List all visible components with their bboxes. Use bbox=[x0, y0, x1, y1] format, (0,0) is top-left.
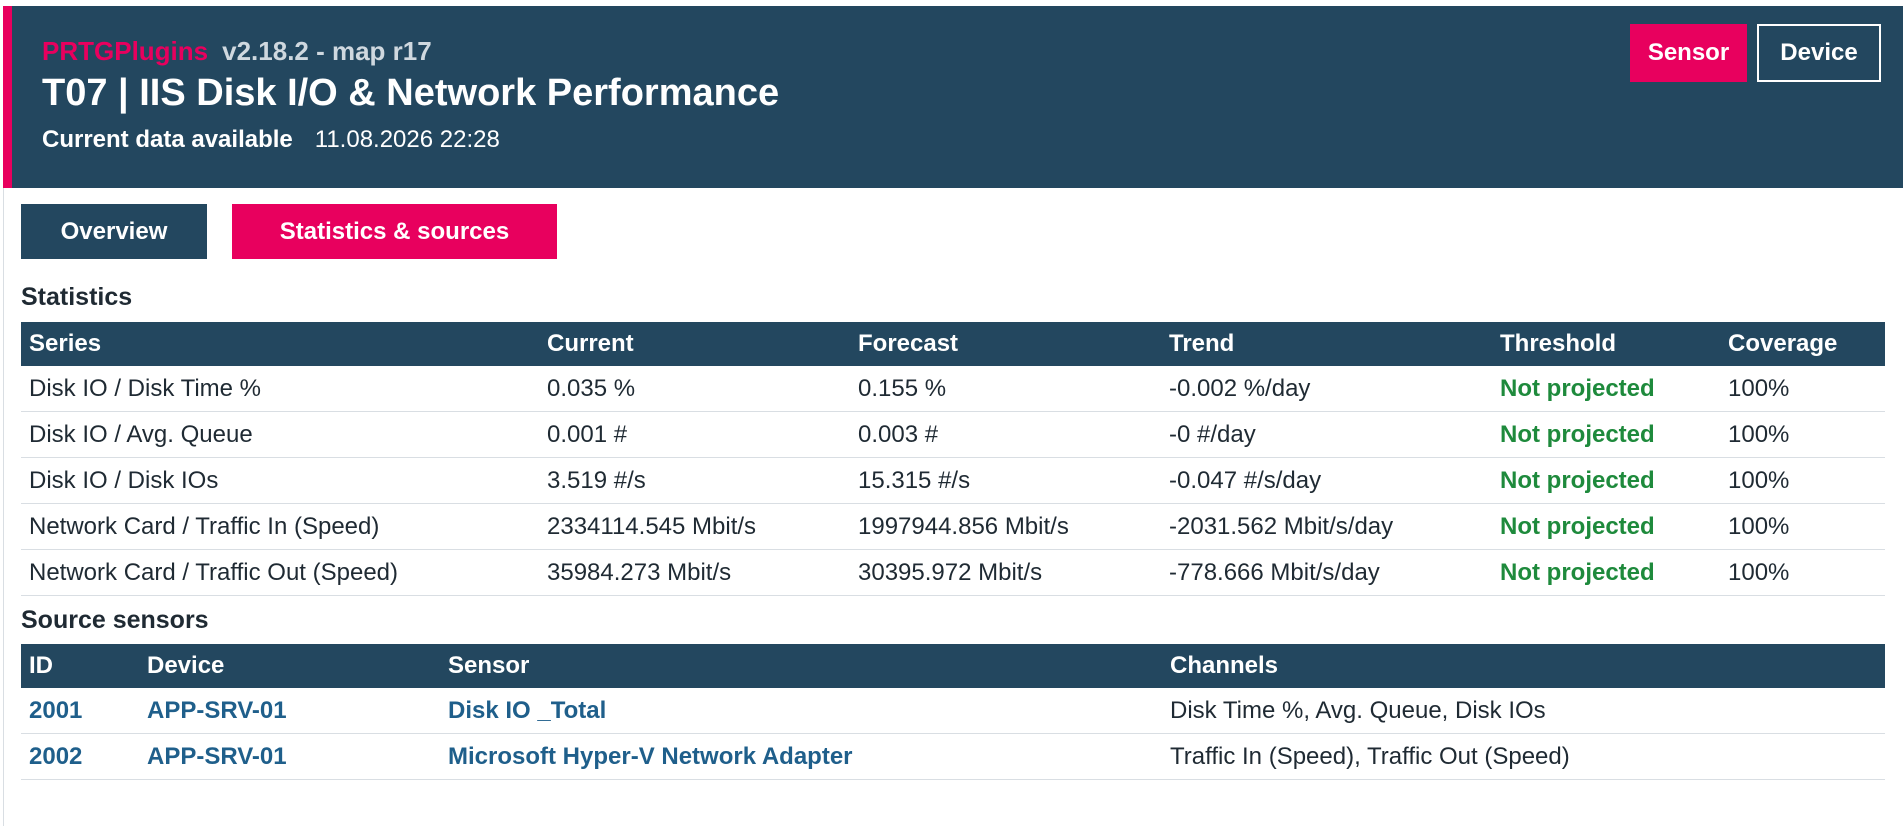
source-sensors-table: ID Device Sensor Channels 2001 APP-SRV-0… bbox=[21, 644, 1885, 780]
col-sensor: Sensor bbox=[440, 644, 1162, 688]
table-row: Network Card / Traffic Out (Speed) 35984… bbox=[21, 549, 1885, 596]
series-cell: Disk IO / Disk IOs bbox=[21, 457, 539, 504]
statistics-table: Series Current Forecast Trend Threshold … bbox=[21, 322, 1885, 596]
threshold-cell: Not projected bbox=[1492, 457, 1720, 504]
col-device: Device bbox=[139, 644, 440, 688]
threshold-cell: Not projected bbox=[1492, 503, 1720, 550]
coverage-cell: 100% bbox=[1720, 457, 1885, 504]
current-cell: 3.519 #/s bbox=[539, 457, 850, 504]
current-cell: 0.001 # bbox=[539, 411, 850, 458]
page-title: T07 | IIS Disk I/O & Network Performance bbox=[42, 72, 780, 114]
coverage-cell: 100% bbox=[1720, 366, 1885, 412]
series-cell: Network Card / Traffic Out (Speed) bbox=[21, 549, 539, 596]
trend-cell: -2031.562 Mbit/s/day bbox=[1161, 503, 1492, 550]
table-row: 2001 APP-SRV-01 Disk IO _Total Disk Time… bbox=[21, 688, 1885, 734]
col-coverage: Coverage bbox=[1720, 322, 1885, 366]
sensor-button[interactable]: Sensor bbox=[1630, 24, 1747, 82]
col-threshold: Threshold bbox=[1492, 322, 1720, 366]
table-row: Disk IO / Disk IOs 3.519 #/s 15.315 #/s … bbox=[21, 457, 1885, 504]
current-cell: 0.035 % bbox=[539, 366, 850, 412]
table-row: 2002 APP-SRV-01 Microsoft Hyper-V Networ… bbox=[21, 733, 1885, 780]
statistics-header-row: Series Current Forecast Trend Threshold … bbox=[21, 322, 1885, 366]
col-forecast: Forecast bbox=[850, 322, 1161, 366]
sensor-id-link[interactable]: 2001 bbox=[21, 688, 139, 734]
threshold-cell: Not projected bbox=[1492, 411, 1720, 458]
tab-overview[interactable]: Overview bbox=[21, 204, 207, 259]
data-available-label: Current data available bbox=[42, 126, 293, 153]
series-cell: Disk IO / Avg. Queue bbox=[21, 411, 539, 458]
brand-line: PRTGPlugins v2.18.2 - map r17 bbox=[42, 36, 432, 67]
series-cell: Disk IO / Disk Time % bbox=[21, 366, 539, 412]
col-series: Series bbox=[21, 322, 539, 366]
table-row: Disk IO / Disk Time % 0.035 % 0.155 % -0… bbox=[21, 366, 1885, 412]
channels-cell: Disk Time %, Avg. Queue, Disk IOs bbox=[1162, 688, 1885, 734]
sensor-link[interactable]: Microsoft Hyper-V Network Adapter bbox=[440, 733, 1162, 780]
data-availability: Current data available 11.08.2026 22:28 bbox=[42, 126, 500, 154]
device-link[interactable]: APP-SRV-01 bbox=[139, 688, 440, 734]
current-cell: 2334114.545 Mbit/s bbox=[539, 503, 850, 550]
source-sensors-heading: Source sensors bbox=[21, 606, 209, 634]
coverage-cell: 100% bbox=[1720, 503, 1885, 550]
version-label: v2.18.2 - map r17 bbox=[222, 36, 432, 66]
page-header: PRTGPlugins v2.18.2 - map r17 T07 | IIS D… bbox=[3, 6, 1903, 188]
device-link[interactable]: APP-SRV-01 bbox=[139, 733, 440, 780]
trend-cell: -0.002 %/day bbox=[1161, 366, 1492, 412]
current-cell: 35984.273 Mbit/s bbox=[539, 549, 850, 596]
trend-cell: -0.047 #/s/day bbox=[1161, 457, 1492, 504]
forecast-cell: 15.315 #/s bbox=[850, 457, 1161, 504]
table-row: Network Card / Traffic In (Speed) 233411… bbox=[21, 503, 1885, 550]
statistics-heading: Statistics bbox=[21, 283, 133, 311]
channels-cell: Traffic In (Speed), Traffic Out (Speed) bbox=[1162, 733, 1885, 780]
device-button[interactable]: Device bbox=[1757, 24, 1881, 82]
threshold-cell: Not projected bbox=[1492, 366, 1720, 412]
data-timestamp: 11.08.2026 22:28 bbox=[314, 126, 500, 153]
table-row: Disk IO / Avg. Queue 0.001 # 0.003 # -0 … bbox=[21, 411, 1885, 458]
coverage-cell: 100% bbox=[1720, 549, 1885, 596]
page-frame bbox=[3, 6, 1903, 826]
forecast-cell: 0.003 # bbox=[850, 411, 1161, 458]
col-channels: Channels bbox=[1162, 644, 1885, 688]
sensor-id-link[interactable]: 2002 bbox=[21, 733, 139, 780]
col-id: ID bbox=[21, 644, 139, 688]
brand-name: PRTGPlugins bbox=[42, 36, 209, 66]
series-cell: Network Card / Traffic In (Speed) bbox=[21, 503, 539, 550]
sensor-link[interactable]: Disk IO _Total bbox=[440, 688, 1162, 734]
col-trend: Trend bbox=[1161, 322, 1492, 366]
sources-header-row: ID Device Sensor Channels bbox=[21, 644, 1885, 688]
tab-statistics-sources[interactable]: Statistics & sources bbox=[232, 204, 557, 259]
trend-cell: -778.666 Mbit/s/day bbox=[1161, 549, 1492, 596]
trend-cell: -0 #/day bbox=[1161, 411, 1492, 458]
forecast-cell: 1997944.856 Mbit/s bbox=[850, 503, 1161, 550]
coverage-cell: 100% bbox=[1720, 411, 1885, 458]
forecast-cell: 0.155 % bbox=[850, 366, 1161, 412]
col-current: Current bbox=[539, 322, 850, 366]
threshold-cell: Not projected bbox=[1492, 549, 1720, 596]
forecast-cell: 30395.972 Mbit/s bbox=[850, 549, 1161, 596]
